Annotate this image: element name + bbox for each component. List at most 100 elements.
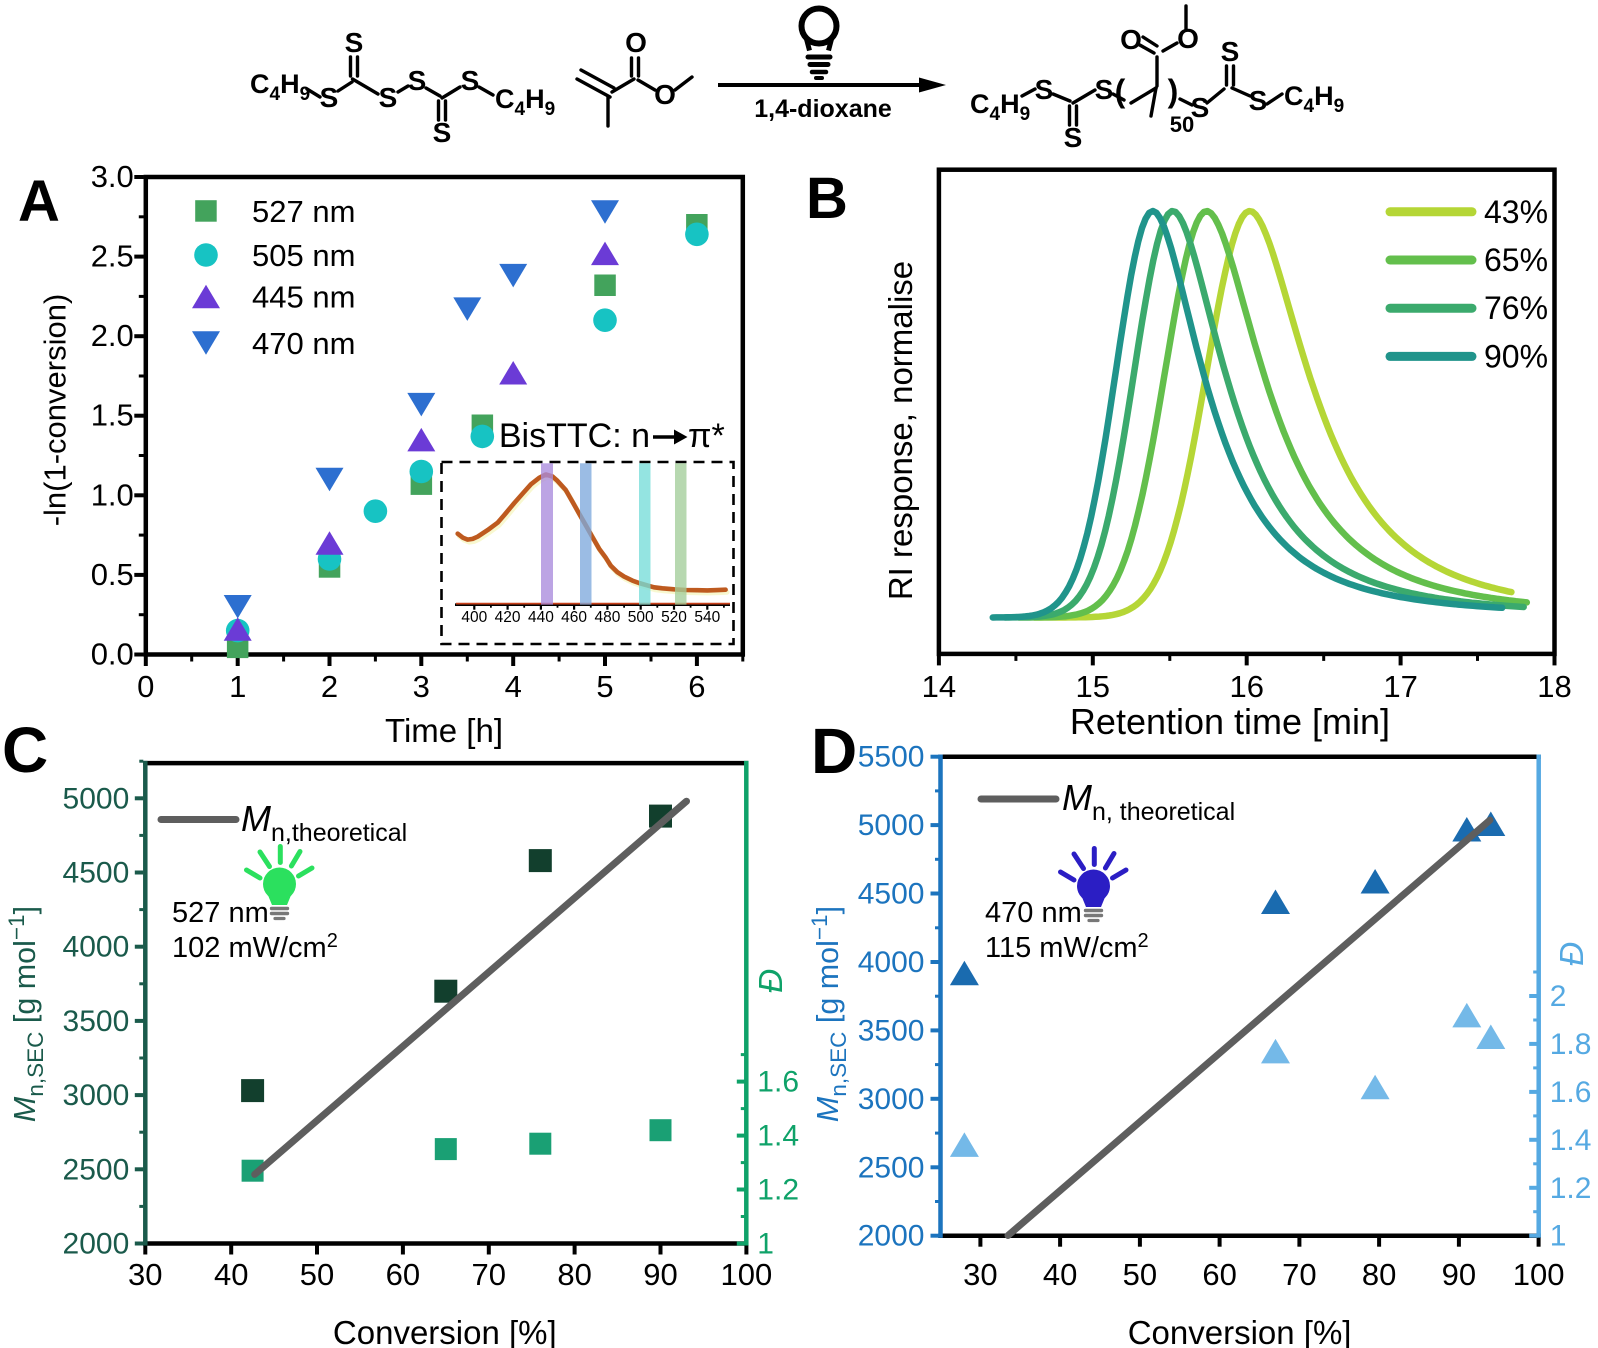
svg-text:Đ: Đ <box>752 969 789 993</box>
svg-text:0.5: 0.5 <box>91 557 134 592</box>
svg-text:80: 80 <box>1362 1257 1396 1292</box>
svg-text:1.2: 1.2 <box>757 1174 799 1207</box>
svg-text:40: 40 <box>214 1257 248 1292</box>
svg-text:460: 460 <box>561 609 587 626</box>
svg-text:4500: 4500 <box>63 857 130 890</box>
svg-text:520: 520 <box>661 609 687 626</box>
svg-text:5500: 5500 <box>858 741 925 774</box>
svg-text:50: 50 <box>1123 1257 1157 1292</box>
svg-text:S: S <box>1095 74 1114 105</box>
svg-text:Đ: Đ <box>1553 942 1590 966</box>
svg-text:RI response, normalise: RI response, normalise <box>882 261 919 600</box>
svg-text:5000: 5000 <box>858 809 925 842</box>
svg-text:527 nm: 527 nm <box>172 897 269 929</box>
svg-text:445 nm: 445 nm <box>252 280 355 315</box>
svg-text:65%: 65% <box>1484 242 1548 278</box>
svg-text:3.0: 3.0 <box>91 159 134 194</box>
svg-text:S: S <box>345 27 364 58</box>
svg-text:O: O <box>1177 23 1199 54</box>
svg-text:30: 30 <box>963 1257 997 1292</box>
svg-text:14: 14 <box>922 669 956 704</box>
svg-text:S: S <box>1035 74 1054 105</box>
svg-text:527 nm: 527 nm <box>252 194 355 229</box>
svg-text:3: 3 <box>413 669 430 704</box>
svg-text:4500: 4500 <box>858 878 925 911</box>
svg-text:2.0: 2.0 <box>91 318 134 353</box>
svg-text:S: S <box>1064 122 1083 153</box>
svg-text:480: 480 <box>594 609 620 626</box>
svg-text:30: 30 <box>128 1257 162 1292</box>
svg-text:Mn, theoretical: Mn, theoretical <box>1062 777 1235 826</box>
svg-text:43%: 43% <box>1484 194 1548 230</box>
svg-text:O: O <box>1120 24 1142 55</box>
svg-text:Mn,theoretical: Mn,theoretical <box>241 798 407 847</box>
svg-text:1: 1 <box>229 669 246 704</box>
svg-text:3500: 3500 <box>858 1014 925 1047</box>
svg-text:50: 50 <box>300 1257 334 1292</box>
svg-text:1.8: 1.8 <box>1550 1028 1592 1061</box>
svg-text:1.4: 1.4 <box>1550 1124 1592 1157</box>
svg-text:1: 1 <box>1550 1220 1567 1253</box>
svg-text:505 nm: 505 nm <box>252 238 355 273</box>
svg-text:O: O <box>654 79 676 110</box>
svg-text:6: 6 <box>688 669 705 704</box>
svg-text:76%: 76% <box>1484 290 1548 326</box>
svg-text:400: 400 <box>461 609 487 626</box>
svg-text:1.2: 1.2 <box>1550 1172 1592 1205</box>
svg-text:Retention time [min]: Retention time [min] <box>1070 701 1390 742</box>
svg-text:1.4: 1.4 <box>757 1120 799 1153</box>
svg-text:Time [h]: Time [h] <box>385 712 503 749</box>
svg-text:S: S <box>1221 36 1240 67</box>
svg-text:2500: 2500 <box>858 1151 925 1184</box>
svg-text:S: S <box>379 82 398 113</box>
svg-text:70: 70 <box>472 1257 506 1292</box>
svg-text:2: 2 <box>1550 980 1567 1013</box>
svg-text:1.0: 1.0 <box>91 477 134 512</box>
svg-text:-ln(1-conversion): -ln(1-conversion) <box>38 294 73 527</box>
svg-text:470 nm: 470 nm <box>985 897 1082 929</box>
svg-text:5000: 5000 <box>63 782 130 815</box>
svg-text:115 mW/cm2: 115 mW/cm2 <box>985 930 1149 964</box>
svg-text:470 nm: 470 nm <box>252 326 355 361</box>
svg-text:Mn,SEC [g mol−1]: Mn,SEC [g mol−1] <box>807 906 851 1122</box>
svg-text:Conversion [%]: Conversion [%] <box>1128 1314 1352 1348</box>
svg-text:BisTTC: n: BisTTC: n <box>499 417 650 455</box>
svg-text:1.6: 1.6 <box>1550 1076 1592 1109</box>
svg-text:S: S <box>1191 92 1210 123</box>
svg-text:2: 2 <box>321 669 338 704</box>
svg-text:S: S <box>433 117 452 148</box>
svg-text:D: D <box>811 715 857 787</box>
svg-text:B: B <box>806 166 848 231</box>
svg-text:Conversion [%]: Conversion [%] <box>333 1314 557 1348</box>
svg-text:S: S <box>320 82 339 113</box>
svg-text:1.5: 1.5 <box>91 398 134 433</box>
svg-text:17: 17 <box>1383 669 1417 704</box>
svg-text:540: 540 <box>694 609 720 626</box>
svg-text:4: 4 <box>505 669 522 704</box>
svg-text:1,4-dioxane: 1,4-dioxane <box>754 95 892 123</box>
svg-text:15: 15 <box>1076 669 1110 704</box>
svg-text:π*: π* <box>688 417 725 455</box>
svg-text:S: S <box>461 65 480 96</box>
svg-text:4000: 4000 <box>63 931 130 964</box>
svg-text:420: 420 <box>495 609 521 626</box>
svg-text:A: A <box>18 169 60 234</box>
svg-text:1: 1 <box>757 1228 774 1261</box>
svg-text:102 mW/cm2: 102 mW/cm2 <box>172 930 338 964</box>
svg-text:60: 60 <box>386 1257 420 1292</box>
svg-text:60: 60 <box>1202 1257 1236 1292</box>
svg-text:0: 0 <box>137 669 154 704</box>
svg-text:0.0: 0.0 <box>91 637 134 672</box>
svg-text:100: 100 <box>721 1257 773 1292</box>
svg-text:2500: 2500 <box>63 1153 130 1186</box>
svg-text:3000: 3000 <box>858 1083 925 1116</box>
svg-text:70: 70 <box>1282 1257 1316 1292</box>
svg-text:5: 5 <box>596 669 613 704</box>
svg-text:18: 18 <box>1537 669 1571 704</box>
svg-text:500: 500 <box>628 609 654 626</box>
svg-text:S: S <box>408 65 427 96</box>
svg-text:3500: 3500 <box>63 1005 130 1038</box>
svg-text:O: O <box>625 27 647 58</box>
svg-text:4000: 4000 <box>858 946 925 979</box>
svg-text:90: 90 <box>1442 1257 1476 1292</box>
